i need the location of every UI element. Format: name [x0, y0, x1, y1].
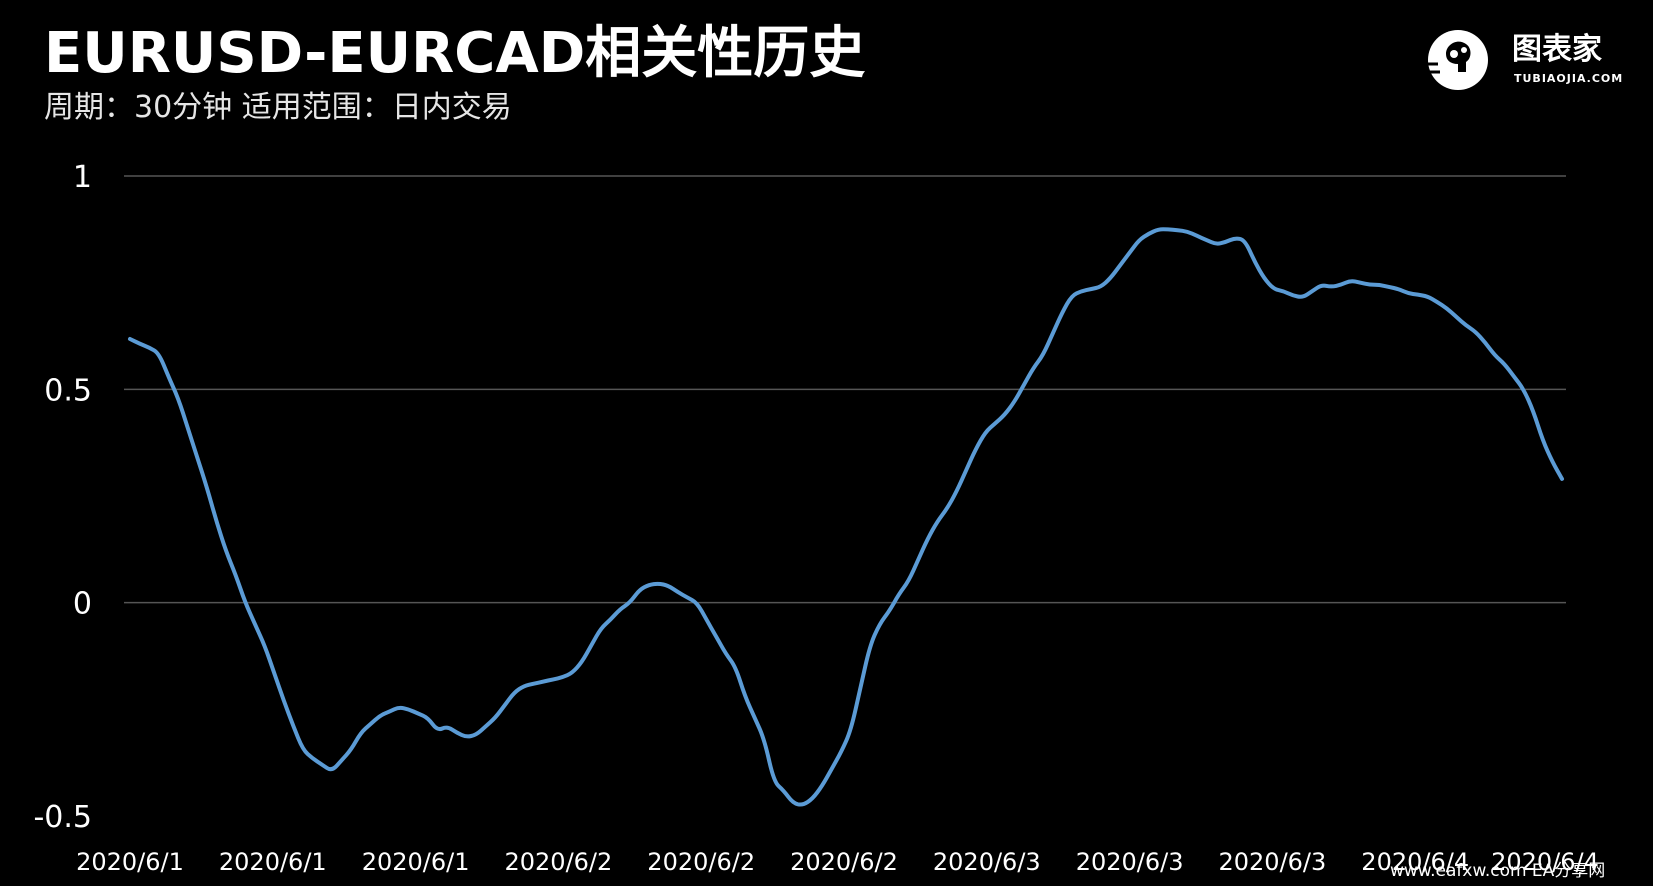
x-tick-label: 2020/6/1 — [362, 848, 470, 876]
chart-subtitle: 周期：30分钟 适用范围：日内交易 — [44, 90, 512, 125]
y-tick-label: -0.5 — [33, 800, 92, 835]
x-tick-label: 2020/6/2 — [790, 848, 898, 876]
x-tick-label: 2020/6/3 — [1076, 848, 1184, 876]
watermark-text: www.eafxw.com EA分享网 — [1390, 861, 1606, 881]
y-tick-labels: 1 0.5 0 -0.5 — [33, 160, 92, 835]
x-tick-label: 2020/6/4 — [1491, 848, 1599, 876]
x-tick-label: 2020/6/1 — [76, 848, 184, 876]
grid-lines — [124, 175, 1566, 604]
x-tick-label: 2020/6/2 — [505, 848, 613, 876]
logo-text: 图表家 — [1512, 32, 1602, 67]
y-tick-label: 1 — [73, 160, 92, 195]
y-tick-label: 0.5 — [44, 373, 92, 408]
brand-logo: 图表家 TUBIAOJIA.COM — [1424, 24, 1624, 94]
chart-title: EURUSD-EURCAD相关性历史 — [44, 21, 866, 86]
logo-subtext: TUBIAOJIA.COM — [1514, 72, 1624, 85]
x-tick-label: 2020/6/2 — [647, 848, 755, 876]
head-brain-icon — [1428, 30, 1488, 90]
x-tick-label: 2020/6/3 — [1219, 848, 1327, 876]
x-tick-label: 2020/6/4 — [1361, 848, 1469, 876]
x-tick-labels: 2020/6/1 2020/6/1 2020/6/1 2020/6/2 2020/6/2… — [76, 848, 1599, 876]
x-tick-label: 2020/6/3 — [933, 848, 1041, 876]
series-line-correlation — [128, 227, 1564, 807]
y-tick-label: 0 — [73, 587, 92, 622]
x-tick-label: 2020/6/1 — [219, 848, 327, 876]
